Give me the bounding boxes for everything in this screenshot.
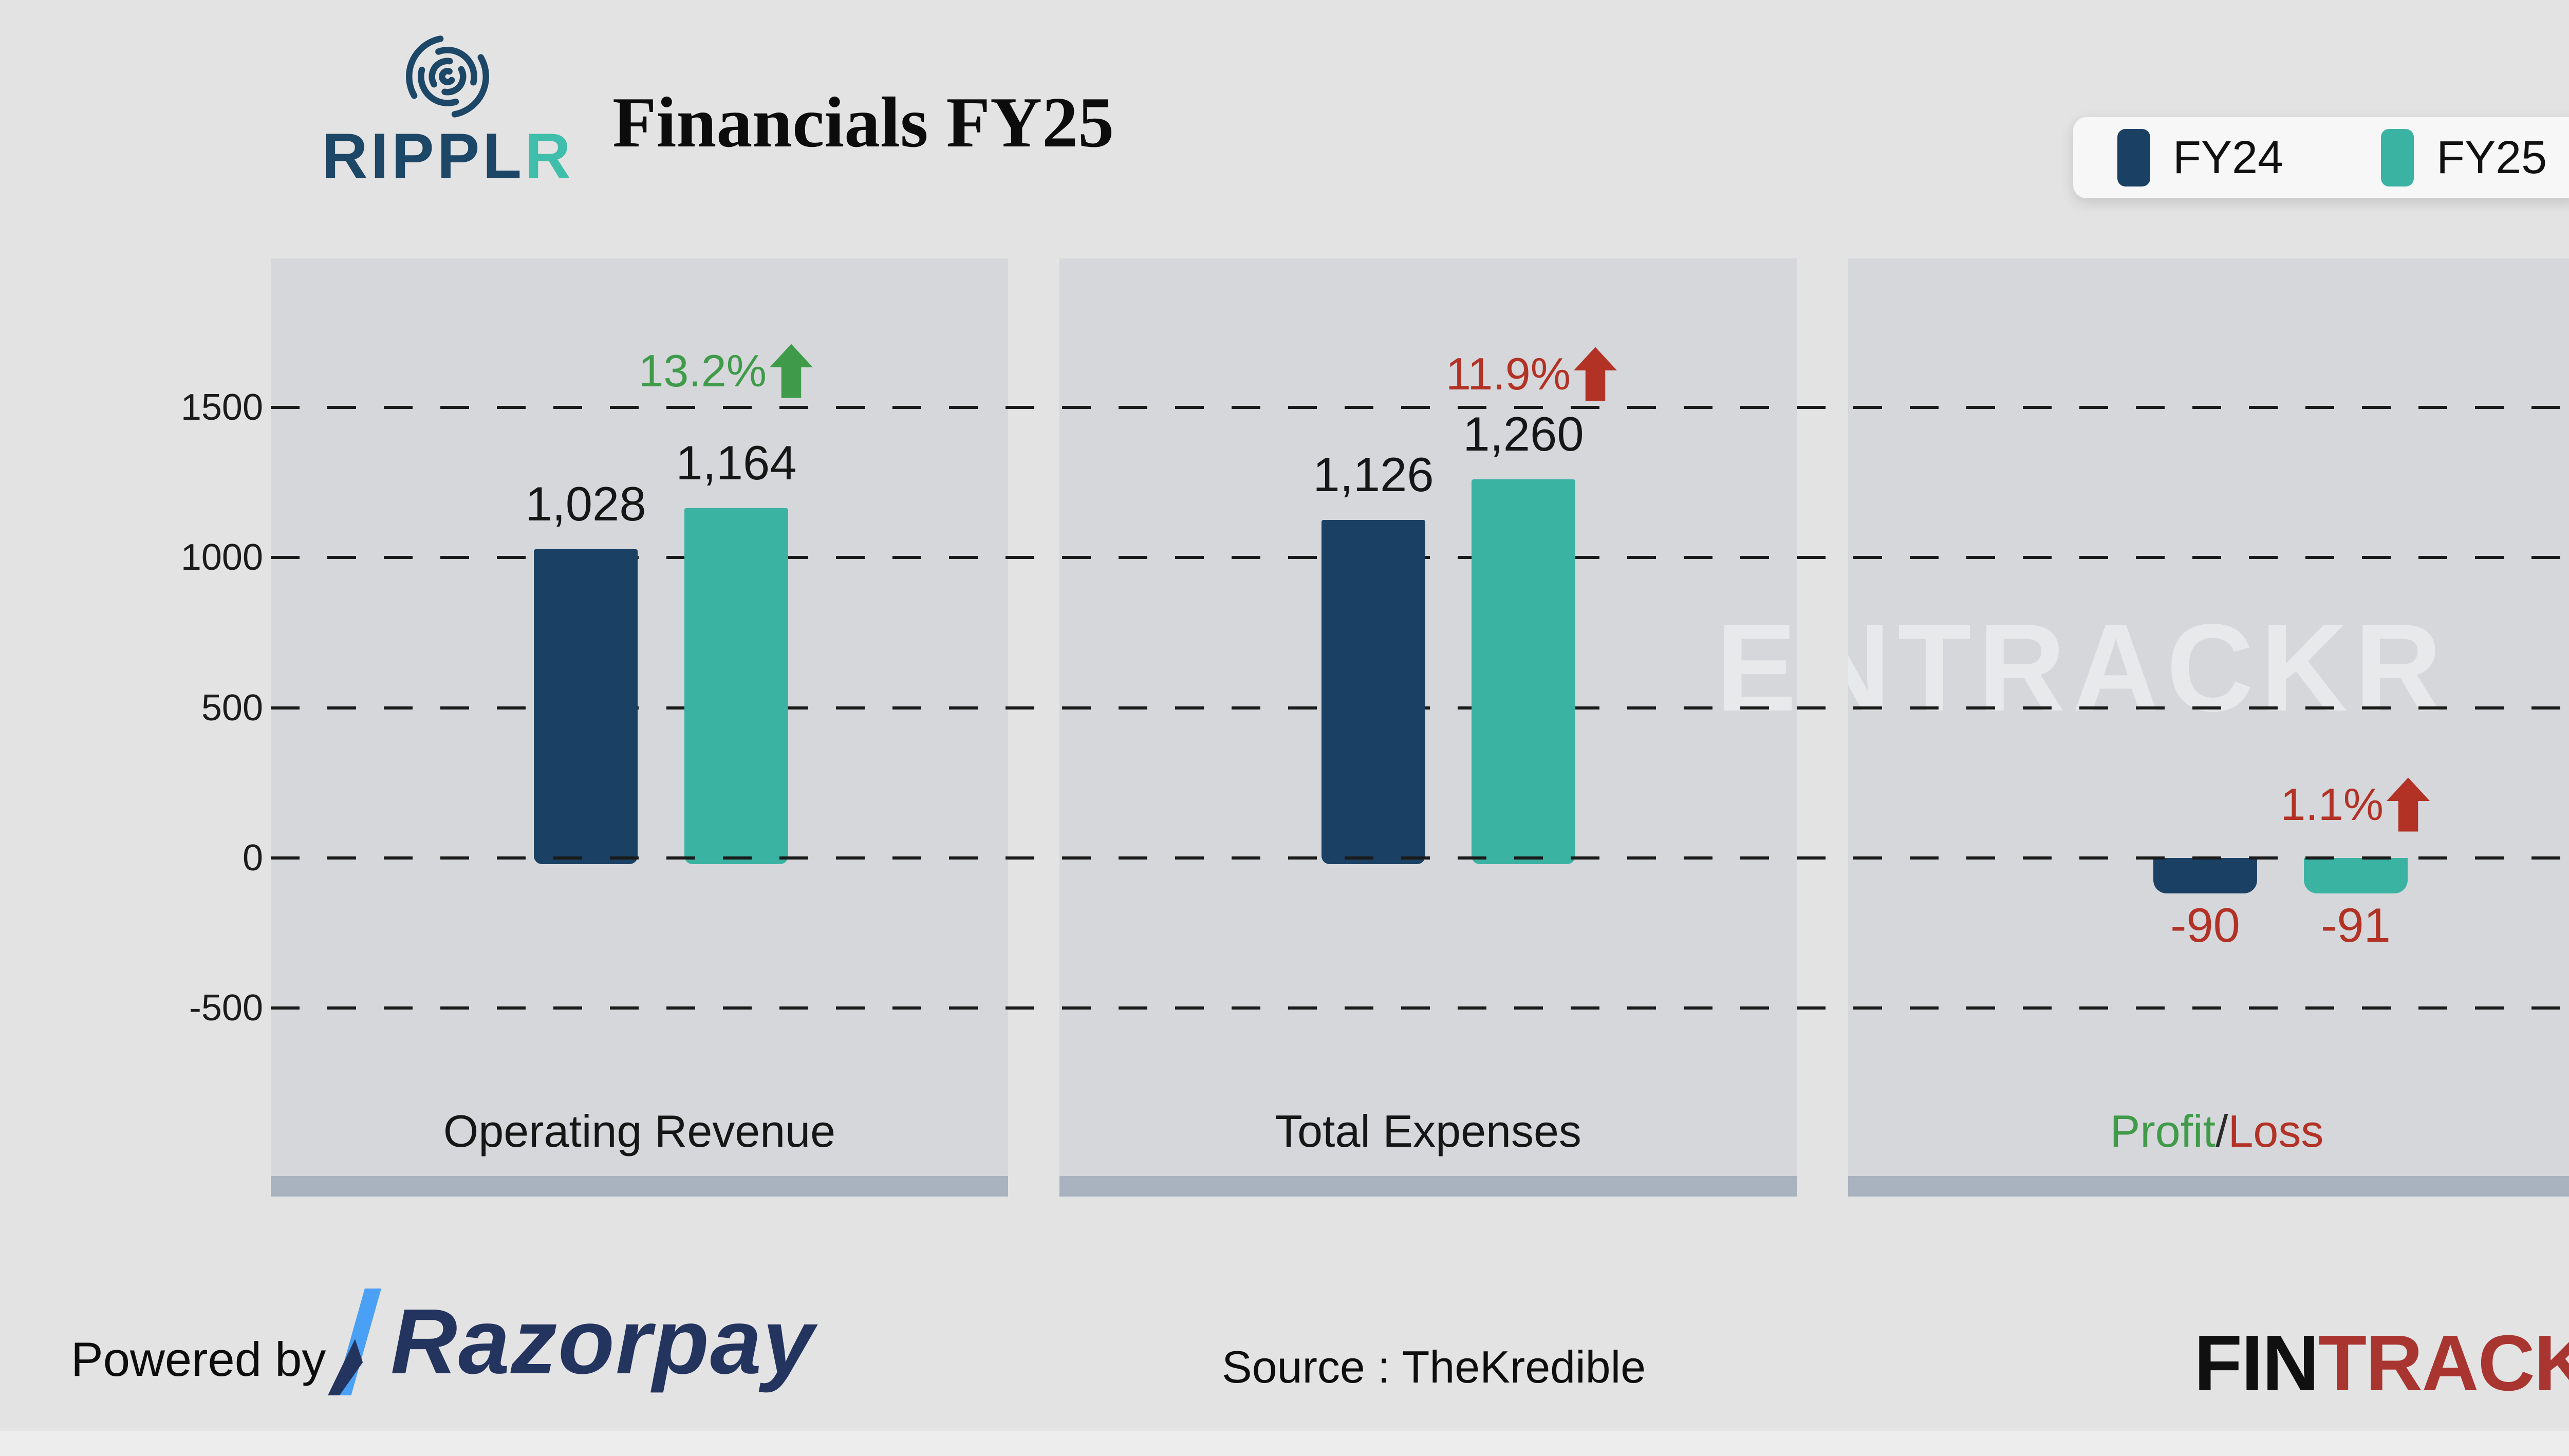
legend-item-fy24: FY24: [2117, 129, 2283, 186]
panel-base-strip: [1059, 1176, 1797, 1197]
watermark-entrackr: ENTRACKR: [1848, 599, 2449, 737]
category-label-total-expenses: Total Expenses: [1275, 1106, 1581, 1156]
legend-label-fy24: FY24: [2173, 132, 2284, 183]
legend-swatch-fy24: [2117, 129, 2150, 186]
change-badge-operating-revenue: 13.2%: [638, 343, 813, 399]
value-label-fy25-total-expenses: 1,260: [1463, 407, 1584, 461]
loss-label: Loss: [2228, 1106, 2324, 1156]
bar-fy24-operating-revenue: [534, 549, 638, 864]
y-axis-tick-0: 0: [242, 837, 263, 879]
category-label-operating-revenue: Operating Revenue: [443, 1106, 836, 1156]
chart-panel-operating-revenue: 1,028 1,164 13.2% Operating Revenue: [271, 258, 1008, 1176]
fintrackr-prefix: FIN: [2194, 1319, 2319, 1407]
bar-fy25-profit-loss: [2304, 858, 2408, 894]
watermark-entrackr: ENTRACKR: [1716, 599, 1797, 737]
legend: FY24 FY25: [2073, 117, 2569, 198]
razorpay-bolt-icon: [328, 1289, 382, 1395]
y-axis-tick-1500: 1500: [180, 387, 263, 428]
bar-fy24-total-expenses: [1321, 519, 1425, 864]
fintrackr-suffix: TRACKR: [2318, 1319, 2569, 1407]
brand-wordmark-prefix: RIPPL: [322, 121, 525, 192]
slash-label: /: [2216, 1106, 2228, 1156]
change-badge-label: 11.9%: [1446, 348, 1571, 399]
y-axis-tick-500: 500: [201, 687, 263, 729]
category-label-profit-loss: Profit/Loss: [1848, 1105, 2569, 1158]
change-badge-total-expenses: 11.9%: [1446, 346, 1617, 402]
value-label-fy25-profit-loss: -91: [2321, 898, 2391, 953]
value-label-fy24-operating-revenue: 1,028: [525, 476, 646, 531]
powered-by-text: Powered by: [71, 1332, 326, 1386]
value-label-fy24-profit-loss: -90: [2170, 898, 2240, 952]
bottom-light-strip: [0, 1431, 2569, 1456]
bar-fy24-profit-loss: [2153, 858, 2257, 893]
up-arrow-icon: [770, 344, 813, 398]
fintrackr-logo: FINTRACKR: [2194, 1323, 2569, 1403]
value-label-fy25-operating-revenue: 1,164: [676, 436, 797, 490]
chart-panel-profit-loss: ENTRACKR -90 -91 1.1% Profit/Loss: [1848, 258, 2569, 1176]
y-axis-tick-1000: 1000: [180, 537, 263, 578]
legend-item-fy25: FY25: [2381, 129, 2547, 186]
panel-base-strip: [271, 1176, 1008, 1197]
ripple-spiral-icon: [406, 35, 489, 118]
legend-label-fy25: FY25: [2436, 132, 2547, 183]
up-arrow-icon: [1574, 347, 1617, 401]
bar-fy25-total-expenses: [1472, 479, 1575, 864]
panel-base-strip: [1848, 1176, 2569, 1197]
profit-label: Profit: [2110, 1106, 2216, 1156]
bar-fy25-operating-revenue: [684, 508, 788, 864]
gridline-neg500: [271, 1006, 2569, 1010]
chart-panel-total-expenses: ENTRACKR 1,126 1,260 11.9% Total Expense…: [1059, 258, 1797, 1176]
page-title: Financials FY25: [612, 83, 1114, 162]
change-badge-label: 13.2%: [638, 345, 767, 396]
source-text: Source : TheKredible: [1222, 1341, 1646, 1392]
y-axis-tick-neg500: -500: [189, 987, 263, 1029]
gridline-0-overlay: [271, 856, 2569, 860]
razorpay-wordmark: Razorpay: [390, 1290, 815, 1393]
razorpay-logo: Razorpay: [325, 1289, 815, 1395]
up-arrow-icon: [2387, 777, 2430, 832]
legend-swatch-fy25: [2381, 129, 2414, 186]
change-badge-label: 1.1%: [2280, 779, 2384, 830]
brand-wordmark: RIPPLR: [322, 124, 574, 188]
gridline-1500: [271, 406, 2569, 409]
value-label-fy24-total-expenses: 1,126: [1313, 447, 1434, 501]
change-badge-profit-loss: 1.1%: [2280, 776, 2430, 833]
brand-wordmark-suffix: R: [525, 121, 574, 192]
